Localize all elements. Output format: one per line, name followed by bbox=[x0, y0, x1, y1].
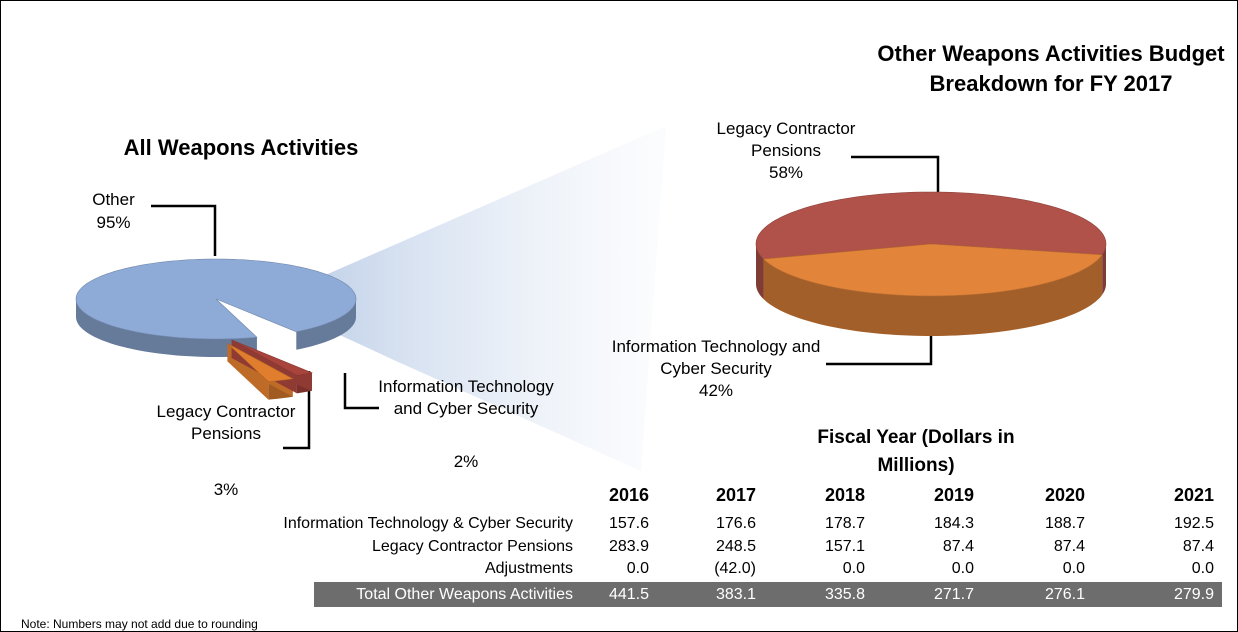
slice-value-label: 2% bbox=[453, 452, 479, 471]
table-cell: 248.5 bbox=[715, 538, 756, 555]
total-row-band bbox=[314, 582, 1222, 607]
table-cell: (42.0) bbox=[714, 560, 756, 577]
column-header: 2018 bbox=[824, 485, 865, 505]
table-cell: 188.7 bbox=[1044, 515, 1085, 532]
pie-slice bbox=[231, 339, 313, 376]
slice-value-label: 58% bbox=[768, 163, 804, 182]
leader-line bbox=[151, 204, 217, 256]
table-header: Fiscal Year (Dollars in Millions) bbox=[817, 427, 1015, 476]
slice-side bbox=[763, 254, 1103, 336]
pie-title: All Weapons Activities bbox=[123, 135, 359, 160]
pie-slice bbox=[227, 343, 294, 382]
row-label: Adjustments bbox=[484, 560, 573, 577]
table-cell: 0.0 bbox=[626, 560, 649, 577]
column-header: 2019 bbox=[933, 485, 974, 505]
pie-slice bbox=[75, 258, 357, 340]
table-cell: 0.0 bbox=[1062, 560, 1085, 577]
column-header: 2021 bbox=[1173, 485, 1214, 505]
slice-label: Legacy Contractor Pensions bbox=[156, 402, 296, 443]
table-cell: 335.8 bbox=[824, 586, 865, 603]
table-cell: 0.0 bbox=[951, 560, 974, 577]
pie-title: Other Weapons Activities Budget Breakdow… bbox=[877, 41, 1225, 96]
table-cell: 383.1 bbox=[715, 586, 756, 603]
slice-side bbox=[756, 244, 764, 300]
slice-side bbox=[296, 299, 356, 350]
column-header: 2017 bbox=[715, 485, 756, 505]
table-cell: 276.1 bbox=[1044, 586, 1085, 603]
table-cell: 441.5 bbox=[608, 586, 649, 603]
slice-label: Legacy Contractor Pensions bbox=[716, 119, 856, 160]
leader-line bbox=[283, 371, 311, 450]
slice-value-label: 42% bbox=[698, 381, 734, 400]
table-cell: 157.6 bbox=[608, 515, 649, 532]
row-label: Total Other Weapons Activities bbox=[356, 586, 573, 603]
table-cell: 0.0 bbox=[842, 560, 865, 577]
slice-label: Information Technology and Cyber Securit… bbox=[378, 377, 554, 418]
slice-value-label: 3% bbox=[213, 480, 239, 499]
table-cell: 184.3 bbox=[933, 515, 974, 532]
table-cell: 87.4 bbox=[1182, 538, 1214, 555]
slice-label: Other bbox=[92, 190, 135, 209]
row-label: Information Technology & Cyber Security bbox=[283, 515, 573, 532]
leader-line bbox=[851, 155, 940, 207]
table-cell: 279.9 bbox=[1173, 586, 1214, 603]
table-cell: 176.6 bbox=[715, 515, 756, 532]
table-cell: 157.1 bbox=[824, 538, 865, 555]
pie-slice bbox=[762, 243, 1103, 297]
zoom-band bbox=[266, 126, 666, 471]
column-header: 2020 bbox=[1044, 485, 1085, 505]
slice-side bbox=[1102, 244, 1106, 295]
slice-label: Information Technology and Cyber Securit… bbox=[611, 337, 821, 378]
footnote: Note: Numbers may not add due to roundin… bbox=[21, 617, 258, 631]
table-cell: 283.9 bbox=[608, 538, 649, 555]
table-cell: 192.5 bbox=[1173, 515, 1214, 532]
table-cell: 178.7 bbox=[824, 515, 865, 532]
table-cell: 87.4 bbox=[1053, 538, 1085, 555]
slice-side bbox=[76, 299, 257, 357]
pie-slice bbox=[755, 191, 1107, 260]
table-cell: 0.0 bbox=[1191, 560, 1214, 577]
slice-value-label: 95% bbox=[96, 213, 131, 232]
leader-line bbox=[343, 373, 379, 410]
column-header: 2016 bbox=[608, 485, 649, 505]
table-cell: 87.4 bbox=[942, 538, 974, 555]
row-label: Legacy Contractor Pensions bbox=[372, 538, 573, 555]
table-cell: 271.7 bbox=[933, 586, 974, 603]
